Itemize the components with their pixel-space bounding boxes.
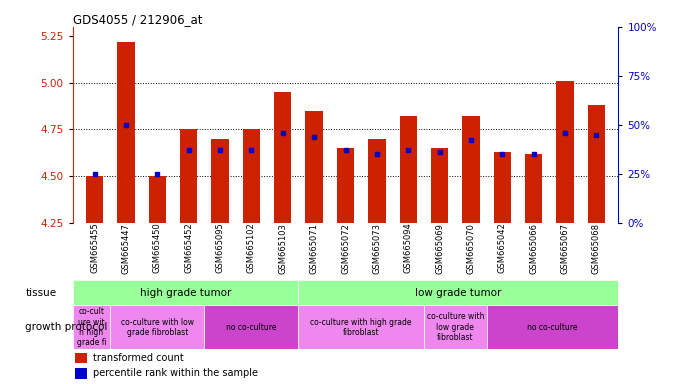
Text: GSM665042: GSM665042 (498, 223, 507, 273)
Bar (243, 129, 260, 223)
Bar (75, 368, 87, 379)
Text: GSM665068: GSM665068 (592, 223, 601, 274)
Text: GSM665094: GSM665094 (404, 223, 413, 273)
Text: GSM665073: GSM665073 (372, 223, 381, 274)
Text: GSM665450: GSM665450 (153, 223, 162, 273)
Bar (117, 42, 135, 223)
Text: GDS4055 / 212906_at: GDS4055 / 212906_at (73, 13, 202, 26)
Text: no co-culture: no co-culture (226, 323, 276, 332)
Bar (299, 305, 424, 349)
Bar (494, 152, 511, 223)
Bar (110, 305, 205, 349)
Text: co-culture with low
grade fibroblast: co-culture with low grade fibroblast (121, 318, 193, 337)
Text: percentile rank within the sample: percentile rank within the sample (93, 368, 258, 378)
Text: GSM665095: GSM665095 (216, 223, 225, 273)
Bar (588, 105, 605, 223)
Text: GSM665452: GSM665452 (184, 223, 193, 273)
Text: co-cult
ure wit
h high
grade fi: co-cult ure wit h high grade fi (77, 307, 106, 348)
Text: GSM665069: GSM665069 (435, 223, 444, 273)
Text: high grade tumor: high grade tumor (140, 288, 231, 298)
Bar (462, 116, 480, 223)
Text: GSM665072: GSM665072 (341, 223, 350, 273)
Text: GSM665103: GSM665103 (278, 223, 287, 273)
Bar (73, 280, 299, 305)
Text: transformed count: transformed count (93, 353, 184, 363)
Text: no co-culture: no co-culture (527, 323, 578, 332)
Bar (305, 111, 323, 223)
Bar (211, 139, 229, 223)
Bar (299, 280, 618, 305)
Text: tissue: tissue (26, 288, 57, 298)
Text: GSM665102: GSM665102 (247, 223, 256, 273)
Bar (368, 139, 386, 223)
Text: low grade tumor: low grade tumor (415, 288, 502, 298)
Bar (337, 148, 354, 223)
Bar (149, 176, 166, 223)
Text: GSM665066: GSM665066 (529, 223, 538, 274)
Bar (399, 116, 417, 223)
Bar (431, 148, 448, 223)
Text: GSM665070: GSM665070 (466, 223, 475, 273)
Text: GSM665447: GSM665447 (122, 223, 131, 273)
Bar (556, 81, 574, 223)
Bar (274, 92, 292, 223)
Bar (424, 305, 486, 349)
Bar (75, 353, 87, 363)
Text: co-culture with
low grade
fibroblast: co-culture with low grade fibroblast (426, 313, 484, 342)
Text: growth protocol: growth protocol (26, 322, 108, 333)
Bar (86, 176, 103, 223)
Text: GSM665067: GSM665067 (560, 223, 569, 274)
Bar (525, 154, 542, 223)
Bar (180, 129, 197, 223)
Text: co-culture with high grade
fibroblast: co-culture with high grade fibroblast (310, 318, 412, 337)
Bar (486, 305, 618, 349)
Text: GSM665071: GSM665071 (310, 223, 319, 273)
Bar (205, 305, 299, 349)
Text: GSM665455: GSM665455 (90, 223, 99, 273)
Bar (73, 305, 110, 349)
